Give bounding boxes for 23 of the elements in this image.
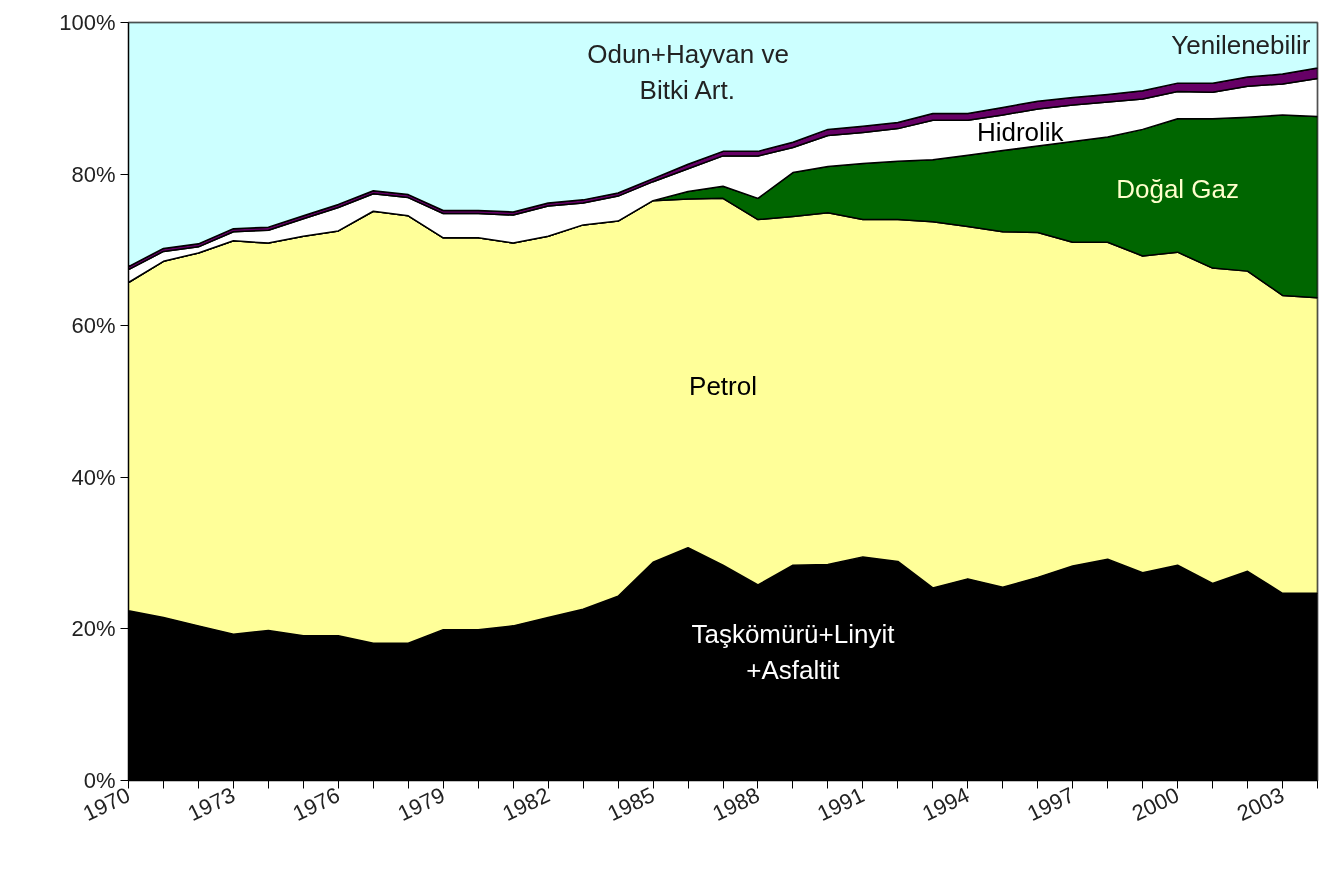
y-tick-label: 40% (71, 464, 116, 490)
x-tick-label: 1994 (918, 782, 974, 827)
x-tick-label: 1976 (288, 782, 344, 827)
x-tick-label: 1985 (603, 782, 659, 827)
series-label: Taşkömürü+Linyit +Asfaltit (691, 618, 896, 685)
series-label: Doğal Gaz (1116, 174, 1240, 205)
x-tick-label: 1991 (813, 782, 869, 827)
y-tick-label: 60% (71, 313, 116, 339)
x-tick-label: 1988 (708, 782, 764, 827)
y-tick-label: 80% (71, 161, 116, 187)
y-tick-label: 0% (83, 768, 116, 793)
series-label: Odun+Hayvan ve Bitki Art. (587, 38, 789, 105)
series-label: Yenilenebilir (1171, 30, 1311, 61)
x-tick-label: 1982 (498, 782, 554, 827)
x-tick-label: 2003 (1233, 782, 1288, 827)
series-label: Petrol (689, 371, 757, 402)
series-label: Hidrolik (976, 117, 1065, 148)
x-tick-label: 2000 (1128, 782, 1184, 827)
x-tick-label: 1973 (183, 782, 239, 827)
x-tick-label: 1979 (393, 782, 449, 827)
y-tick-label: 20% (71, 616, 116, 642)
y-tick-label: 100% (59, 10, 116, 35)
x-tick-label: 1997 (1023, 782, 1079, 827)
